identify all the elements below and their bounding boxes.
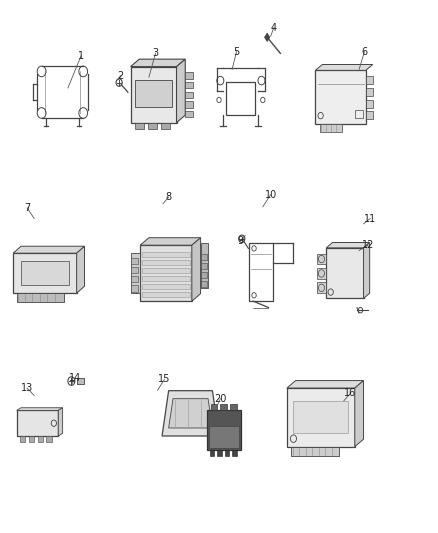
Polygon shape bbox=[265, 33, 270, 42]
Bar bbox=[142, 260, 190, 265]
Polygon shape bbox=[13, 246, 85, 253]
Bar bbox=[201, 243, 208, 288]
Bar bbox=[201, 263, 207, 269]
Bar bbox=[185, 82, 193, 88]
Polygon shape bbox=[131, 59, 185, 67]
Text: 12: 12 bbox=[362, 240, 374, 250]
Bar bbox=[366, 88, 373, 96]
Bar bbox=[217, 450, 222, 456]
Text: 16: 16 bbox=[344, 389, 357, 398]
Text: 10: 10 bbox=[265, 190, 277, 199]
Bar bbox=[225, 450, 229, 456]
Bar bbox=[317, 282, 326, 293]
Text: 7: 7 bbox=[24, 203, 30, 213]
Bar bbox=[38, 436, 43, 442]
Polygon shape bbox=[140, 238, 201, 245]
Text: 14: 14 bbox=[69, 374, 81, 383]
Bar bbox=[210, 450, 214, 456]
Bar bbox=[131, 267, 138, 273]
Text: 20: 20 bbox=[214, 394, 226, 403]
Text: 4: 4 bbox=[271, 23, 277, 33]
Bar bbox=[131, 253, 140, 293]
Bar bbox=[142, 292, 190, 297]
Bar bbox=[201, 272, 207, 278]
Bar bbox=[135, 123, 144, 129]
Bar bbox=[77, 378, 84, 384]
Bar bbox=[366, 111, 373, 119]
Bar bbox=[317, 254, 326, 264]
Text: 15: 15 bbox=[158, 375, 170, 384]
Text: 3: 3 bbox=[152, 49, 159, 58]
Text: 2: 2 bbox=[117, 71, 124, 80]
Bar bbox=[20, 436, 25, 442]
Bar bbox=[226, 82, 255, 115]
Bar bbox=[232, 450, 237, 456]
Bar bbox=[142, 276, 190, 281]
Polygon shape bbox=[287, 381, 364, 388]
Bar bbox=[315, 70, 366, 124]
Bar bbox=[29, 436, 34, 442]
Bar bbox=[17, 293, 64, 302]
Bar bbox=[366, 100, 373, 108]
Bar bbox=[161, 123, 170, 129]
Text: 11: 11 bbox=[364, 214, 376, 223]
Polygon shape bbox=[77, 246, 85, 293]
Bar bbox=[148, 123, 157, 129]
Bar bbox=[17, 410, 58, 436]
Bar bbox=[140, 245, 192, 301]
Bar bbox=[13, 253, 77, 293]
Bar bbox=[209, 426, 239, 448]
Bar bbox=[249, 243, 273, 301]
Polygon shape bbox=[17, 408, 63, 410]
Bar bbox=[201, 281, 207, 287]
Bar bbox=[131, 67, 177, 123]
Bar bbox=[131, 285, 138, 292]
Text: 5: 5 bbox=[233, 47, 240, 56]
Text: 6: 6 bbox=[361, 47, 367, 56]
Polygon shape bbox=[326, 243, 370, 248]
Bar bbox=[142, 268, 190, 273]
Bar bbox=[131, 276, 138, 282]
Bar bbox=[46, 436, 52, 442]
Bar bbox=[366, 76, 373, 84]
Bar bbox=[320, 124, 343, 132]
Bar bbox=[355, 110, 363, 118]
Bar bbox=[287, 388, 355, 447]
Bar bbox=[326, 248, 364, 298]
Bar bbox=[293, 401, 348, 433]
Bar bbox=[317, 268, 326, 279]
Bar bbox=[230, 404, 237, 410]
Bar bbox=[135, 80, 172, 107]
Bar bbox=[142, 252, 190, 257]
Bar bbox=[21, 261, 69, 285]
Polygon shape bbox=[355, 381, 364, 447]
Polygon shape bbox=[58, 408, 63, 436]
Bar bbox=[185, 111, 193, 117]
Bar bbox=[185, 101, 193, 108]
Text: 8: 8 bbox=[166, 192, 172, 202]
Bar bbox=[185, 72, 193, 79]
Bar bbox=[201, 254, 207, 260]
Bar bbox=[291, 447, 339, 456]
Text: 9: 9 bbox=[237, 236, 243, 246]
Polygon shape bbox=[192, 238, 201, 301]
Bar bbox=[207, 410, 241, 450]
Polygon shape bbox=[162, 391, 219, 436]
Bar bbox=[142, 284, 190, 289]
Polygon shape bbox=[177, 59, 185, 123]
Bar bbox=[131, 258, 138, 264]
Bar bbox=[211, 404, 217, 410]
Polygon shape bbox=[169, 399, 212, 428]
Bar bbox=[220, 404, 227, 410]
Polygon shape bbox=[364, 243, 370, 298]
Bar bbox=[185, 92, 193, 98]
Text: 13: 13 bbox=[21, 383, 33, 393]
Text: 1: 1 bbox=[78, 51, 84, 61]
Polygon shape bbox=[315, 64, 373, 70]
